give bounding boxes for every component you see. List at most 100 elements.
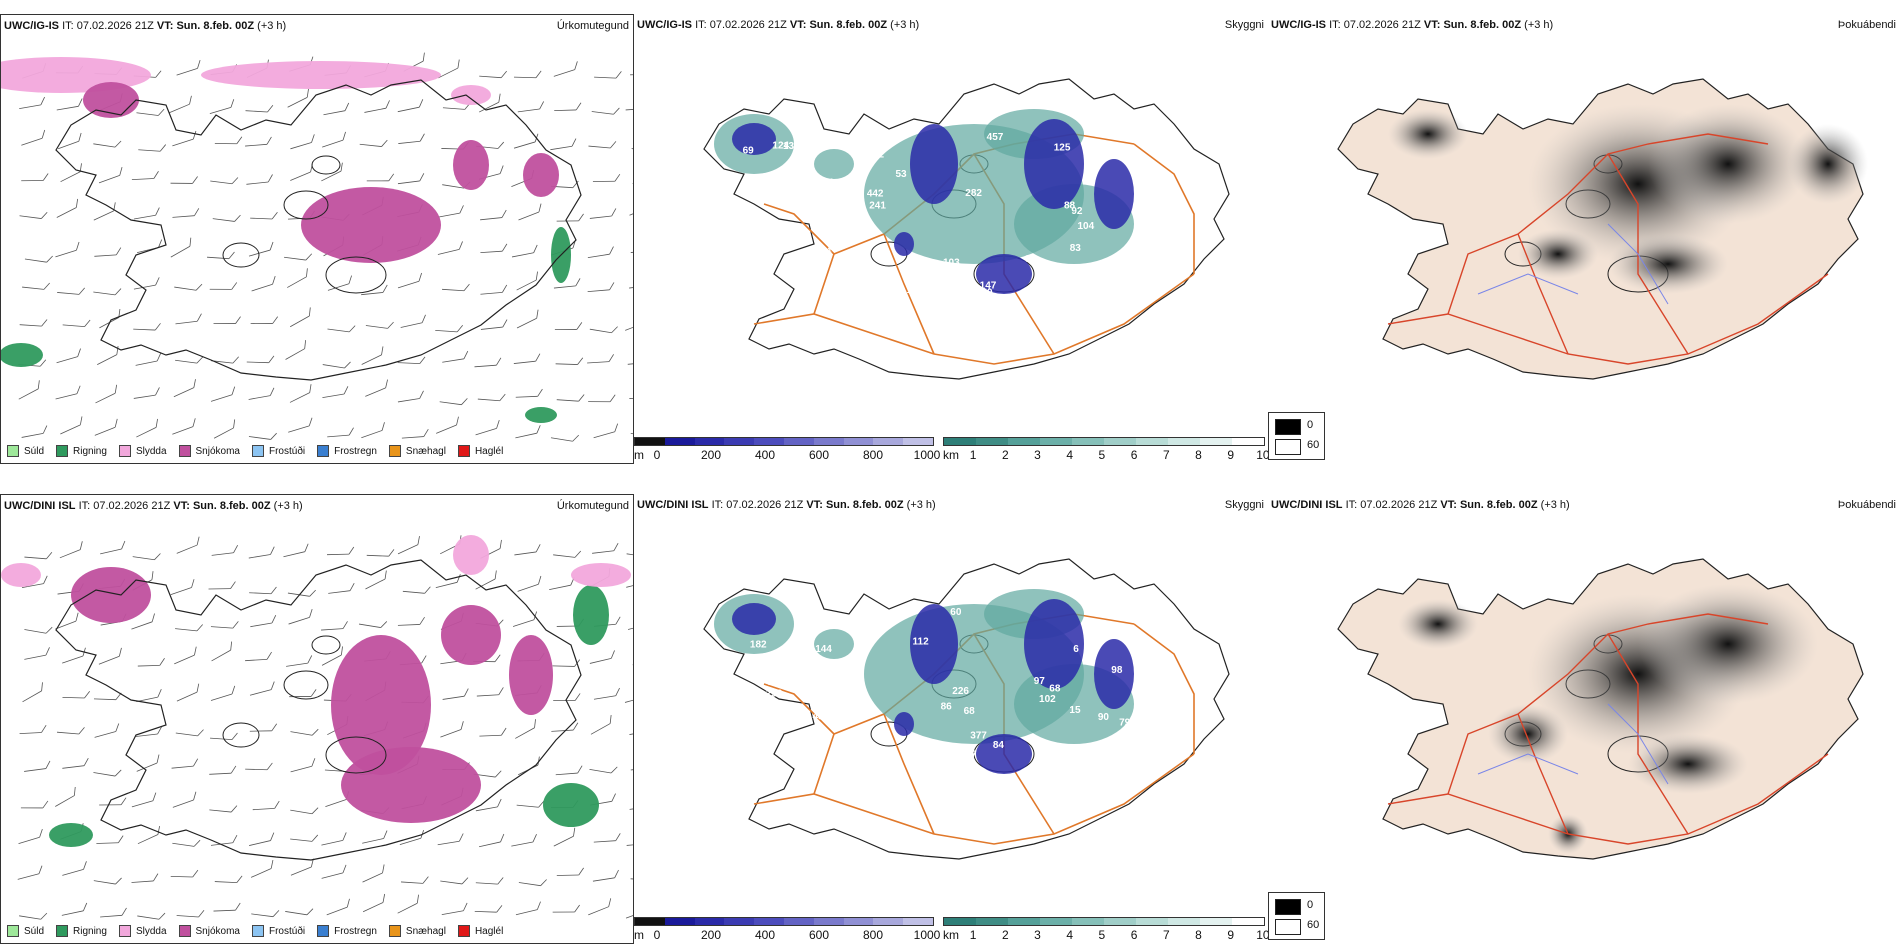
wind-barb [361,284,388,296]
cloudbase-value: 147 [980,280,997,291]
wind-barb [60,163,82,183]
cloudbase-value: 89 [786,719,798,730]
cloudbase-value: 137 [960,750,977,761]
wind-barb [175,313,202,325]
legend-item: Frostregn [317,925,377,937]
wind-barb [437,833,464,846]
wind-barb [21,173,49,182]
legend-swatch [7,445,19,457]
fog-legend-bottom: 0 60 [1268,892,1325,940]
visibility-area [814,149,854,179]
glacier-outline [325,256,387,294]
wind-barb [246,174,273,185]
road [763,683,835,735]
wind-barb [95,384,118,404]
colorbar-segment [1136,438,1168,445]
wind-barb [594,71,622,79]
wind-barb [212,214,241,222]
wind-barb [627,361,633,365]
colorbar-tick: 2 [1001,928,1009,942]
wind-barb [476,687,504,697]
legend-swatch [56,925,69,937]
wind-barb [136,108,165,116]
wind-barb [169,95,192,114]
legend-label: Rigning [73,925,107,937]
wind-barb [17,865,43,880]
wind-barb [98,167,123,184]
river [1607,703,1669,785]
cloudbase-value: 190 [906,285,923,296]
wind-barb [285,340,306,360]
cloudbase-value: 117 [1129,771,1146,782]
wind-barb [442,283,470,292]
legend-swatch [317,925,330,937]
colorbar-unit: km [943,928,959,942]
colorbar-tick: 400 [754,928,776,942]
legend-item: Snjókoma [178,445,240,457]
cloudbase-value: 104 [1077,221,1094,232]
cloudbase-value: 68 [964,706,976,717]
wind-barb [24,647,50,660]
wind-barb [553,550,582,558]
legend-item: Slydda [118,925,167,937]
fog-map [1337,558,1864,860]
colorbar-segment [903,438,933,445]
wind-barb [131,171,159,181]
legend-item: Snæhagl [388,445,446,457]
wind-barb [135,352,162,366]
wind-barb [172,130,197,147]
colorbar-segment [1200,918,1232,925]
wind-barb [554,102,582,111]
cloudbase-value: 72 [1039,272,1051,283]
wind-barb [480,243,508,253]
fog-area [1388,109,1468,159]
fog-legend-top: 0 60 [1268,412,1325,460]
wind-barb [19,319,48,327]
colorbar-segment [1232,438,1264,445]
wind-barb [475,798,502,812]
colorbar-tick: 4 [1066,448,1074,462]
wind-barb [323,102,350,116]
colorbar-segment [1168,918,1200,925]
wind-barb [554,322,583,330]
wind-barb [555,765,583,776]
wind-barb [515,388,543,398]
wind-barb [626,553,633,558]
wind-barb [214,136,243,145]
legend-swatch [118,445,131,457]
wind-barb [60,416,83,435]
wind-barb [211,641,233,662]
cloudbase-area [1094,159,1134,229]
wind-barb [288,609,313,625]
road [763,203,835,255]
wind-barb [93,769,122,777]
precip-area [331,635,431,775]
road [1133,143,1195,274]
wind-barb [401,429,429,439]
wind-barb [552,904,580,913]
wind-barb [290,807,319,815]
cloudbase-value: 102 [1039,694,1056,705]
wind-barb [170,176,198,184]
colorbar-tick: 8 [1195,928,1202,942]
cloudbase-area [1094,639,1134,709]
wind-barb [517,101,545,113]
wind-barb [479,70,507,79]
cloudbase-value: 457 [987,132,1004,143]
wind-barb [327,325,356,333]
colorbar-tick: 2 [1001,448,1009,462]
legend-label: Frostúði [268,925,306,937]
wind-barb [176,683,200,702]
wind-barb [94,418,118,436]
wind-barb [555,357,584,365]
cloudbase-area [894,712,914,736]
road [1607,633,1689,835]
wind-barb [397,390,424,403]
cloudbase-value: 150 [954,271,971,282]
colorbar-segment [944,918,976,925]
colorbar-segment [976,918,1008,925]
colorbar-segment [903,918,933,925]
wind-barb [326,898,350,916]
wind-barb [56,348,81,364]
